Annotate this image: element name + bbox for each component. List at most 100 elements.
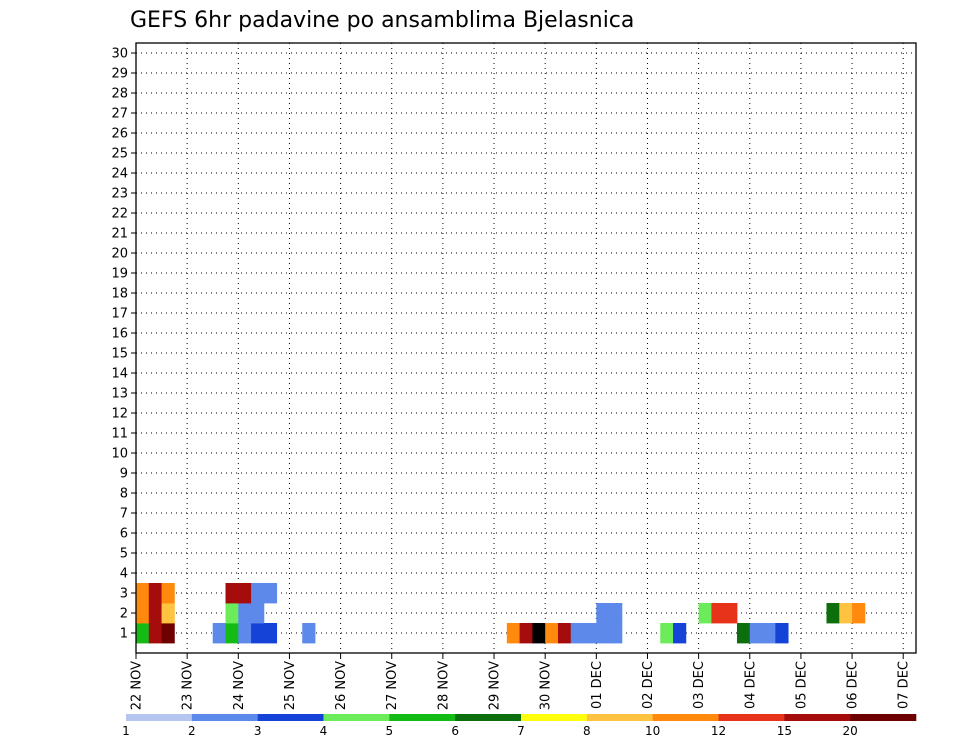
legend-swatch bbox=[455, 714, 522, 721]
heatmap-cell bbox=[698, 603, 712, 624]
legend-label: 7 bbox=[517, 724, 525, 738]
heatmap-cell bbox=[136, 603, 150, 624]
y-tick-label: 2 bbox=[120, 607, 128, 622]
legend-label: 8 bbox=[583, 724, 591, 738]
heatmap-cell bbox=[673, 623, 687, 644]
legend-swatch bbox=[850, 714, 917, 721]
heatmap-cell bbox=[839, 603, 853, 624]
heatmap-cell bbox=[263, 583, 278, 604]
heatmap-cell bbox=[148, 603, 162, 624]
y-tick-label: 4 bbox=[120, 567, 128, 582]
heatmap-cell bbox=[557, 623, 572, 644]
x-axis: 22 NOV 23 NOV 24 NOV 25 NOV 26 NOV 27 NOV 28 N… bbox=[130, 653, 912, 710]
legend-swatch bbox=[257, 714, 324, 721]
heatmap-cell bbox=[225, 623, 239, 644]
x-tick-label: 22 NOV bbox=[130, 661, 145, 710]
x-tick-label: 27 NOV bbox=[385, 661, 400, 710]
y-tick-label: 18 bbox=[111, 287, 128, 302]
x-tick-label: 24 NOV bbox=[232, 661, 247, 710]
heatmap-cell bbox=[596, 603, 610, 624]
y-tick-label: 13 bbox=[111, 387, 128, 402]
heatmap-cell bbox=[148, 583, 162, 604]
heatmap-cell bbox=[251, 623, 265, 644]
y-tick-label: 20 bbox=[111, 247, 128, 262]
y-tick-label: 8 bbox=[120, 487, 128, 502]
legend-swatch bbox=[784, 714, 851, 721]
heatmap-cell bbox=[251, 603, 265, 624]
heatmap-cell bbox=[225, 603, 239, 624]
y-tick-label: 11 bbox=[111, 427, 128, 442]
legend-swatch bbox=[126, 714, 193, 721]
y-tick-label: 19 bbox=[111, 267, 128, 282]
legend-swatch bbox=[652, 714, 719, 721]
chart-title: GEFS 6hr padavine po ansamblima Bjelasni… bbox=[130, 8, 634, 33]
heatmap-cell bbox=[724, 603, 738, 624]
heatmap-cell bbox=[225, 583, 239, 604]
y-tick-label: 16 bbox=[111, 327, 128, 342]
heatmap-cell bbox=[749, 623, 763, 644]
heatmap-cell bbox=[762, 623, 776, 644]
x-tick-label: 06 DEC bbox=[846, 661, 861, 709]
x-tick-label: 04 DEC bbox=[743, 661, 758, 709]
x-tick-label: 07 DEC bbox=[897, 661, 912, 709]
y-tick-label: 21 bbox=[111, 227, 128, 242]
legend-label: 5 bbox=[386, 724, 394, 738]
heatmap-cell bbox=[238, 583, 252, 604]
y-tick-label: 7 bbox=[120, 507, 128, 522]
heatmap-cell bbox=[570, 623, 584, 644]
legend-swatch bbox=[191, 714, 258, 721]
heatmap-cell bbox=[263, 623, 278, 644]
y-tick-label: 26 bbox=[111, 127, 128, 142]
y-axis: 1234567891011121314151617181920212223242… bbox=[111, 47, 136, 642]
heatmap-cell bbox=[826, 603, 840, 624]
heatmap-cell bbox=[238, 623, 252, 644]
legend-swatch bbox=[389, 714, 456, 721]
y-tick-label: 9 bbox=[120, 467, 128, 482]
heatmap-cell bbox=[148, 623, 162, 644]
legend-swatch bbox=[323, 714, 390, 721]
heatmap-cell bbox=[161, 603, 175, 624]
heatmap-cell bbox=[775, 623, 789, 644]
y-tick-label: 6 bbox=[120, 527, 128, 542]
heatmap-cells bbox=[136, 583, 866, 644]
x-tick-label: 02 DEC bbox=[641, 661, 656, 709]
y-tick-label: 23 bbox=[111, 187, 128, 202]
heatmap-cell bbox=[545, 623, 559, 644]
x-tick-label: 30 NOV bbox=[539, 661, 554, 710]
heatmap-cell bbox=[711, 603, 725, 624]
heatmap-cell bbox=[506, 623, 521, 644]
heatmap-cell bbox=[136, 583, 150, 604]
heatmap-cell bbox=[251, 583, 265, 604]
legend-swatch bbox=[521, 714, 588, 721]
y-tick-label: 24 bbox=[111, 167, 128, 182]
heatmap-cell bbox=[238, 603, 252, 624]
y-tick-label: 22 bbox=[111, 207, 128, 222]
legend-label: 2 bbox=[188, 724, 196, 738]
legend-label: 20 bbox=[843, 724, 858, 738]
legend-label: 3 bbox=[254, 724, 262, 738]
y-tick-label: 3 bbox=[120, 587, 128, 602]
y-tick-label: 10 bbox=[111, 447, 128, 462]
x-tick-label: 03 DEC bbox=[692, 661, 707, 709]
x-tick-label: 26 NOV bbox=[334, 661, 349, 710]
x-tick-label: 25 NOV bbox=[283, 661, 298, 710]
legend-label: 1 bbox=[122, 724, 130, 738]
legend-swatch bbox=[586, 714, 653, 721]
y-tick-label: 30 bbox=[111, 47, 128, 62]
grid bbox=[135, 43, 916, 653]
y-tick-label: 28 bbox=[111, 87, 128, 102]
legend: 1 2 3 4 5 6 7 8 10 12 15 20 bbox=[122, 714, 917, 738]
legend-label: 15 bbox=[777, 724, 792, 738]
plot-frame bbox=[135, 42, 917, 654]
y-tick-label: 12 bbox=[111, 407, 128, 422]
y-tick-label: 14 bbox=[111, 367, 128, 382]
y-tick-label: 17 bbox=[111, 307, 128, 322]
y-tick-label: 15 bbox=[111, 347, 128, 362]
heatmap-cell bbox=[161, 623, 175, 644]
heatmap-cell bbox=[532, 623, 546, 644]
heatmap-cell bbox=[583, 623, 597, 644]
x-tick-label: 28 NOV bbox=[436, 661, 451, 710]
legend-swatch bbox=[718, 714, 785, 721]
legend-label: 10 bbox=[645, 724, 660, 738]
